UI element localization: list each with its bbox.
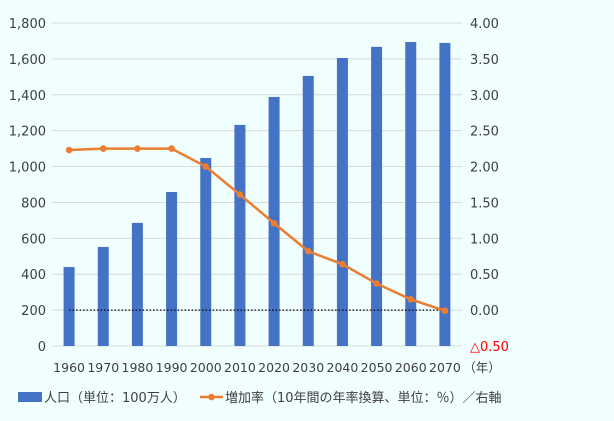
left-tick-label: 1,400 — [9, 89, 46, 104]
left-tick-label: 600 — [21, 232, 46, 247]
left-tick-label: 1,600 — [9, 53, 46, 68]
growth-rate-point-1970 — [99, 145, 107, 152]
right-tick-label: 3.00 — [470, 89, 499, 104]
bar-1980 — [131, 222, 143, 346]
x-tick-label: 2060 — [395, 360, 427, 375]
right-tick-label: 4.00 — [470, 17, 499, 32]
x-tick-label: 1990 — [156, 360, 188, 375]
bar-2030 — [302, 75, 314, 347]
right-tick-label: 0.00 — [470, 304, 499, 319]
bar-2010 — [234, 124, 246, 347]
right-tick-label: 1.00 — [470, 232, 499, 247]
growth-rate-point-2070 — [441, 307, 449, 315]
growth-rate-point-2020 — [270, 219, 278, 227]
bar-2000 — [200, 157, 212, 346]
x-tick-label: 2040 — [327, 360, 359, 375]
x-tick-label: 2000 — [190, 360, 222, 375]
bar-1960 — [63, 267, 75, 346]
x-tick-label: 1970 — [87, 360, 119, 375]
x-tick-label: 2050 — [361, 360, 393, 375]
right-tick-label: 2.50 — [470, 125, 499, 140]
legend-bar-swatch — [18, 392, 42, 402]
x-tick-label: 1960 — [53, 360, 85, 375]
left-tick-label: 0 — [38, 340, 46, 355]
bar-1970 — [97, 246, 109, 346]
left-tick-label: 1,800 — [9, 17, 46, 32]
x-tick-label: 2030 — [292, 360, 324, 375]
x-tick-label: 1980 — [122, 360, 154, 375]
growth-rate-point-1980 — [134, 145, 141, 152]
legend: 人口（単位：100万人） 増加率（10年間の年率換算、単位：％）／右軸 — [18, 390, 502, 406]
growth-rate-point-2030 — [304, 247, 312, 255]
left-tick-label: 800 — [21, 196, 46, 211]
x-tick-label: 2020 — [258, 360, 290, 375]
bar-2060 — [405, 42, 417, 346]
x-unit-label: （年） — [463, 360, 501, 375]
legend-line-marker — [208, 393, 215, 401]
right-tick-label: 0.50 — [470, 268, 499, 283]
right-tick-label: 1.50 — [470, 196, 499, 211]
growth-rate-point-2040 — [339, 260, 346, 268]
legend-bar-label: 人口（単位：100万人） — [44, 390, 186, 406]
growth-rate-line — [69, 147, 446, 313]
bar-1990 — [166, 192, 178, 346]
left-tick-label: 1,000 — [9, 161, 46, 176]
right-tick-label: 3.50 — [470, 53, 499, 68]
bar-2050 — [371, 46, 383, 346]
bar-2040 — [336, 57, 348, 346]
growth-rate-point-2010 — [236, 191, 244, 198]
growth-rate-point-2060 — [407, 296, 415, 303]
growth-rate-point-2050 — [373, 280, 380, 287]
growth-rate-point-1990 — [168, 145, 175, 152]
right-tick-label: △0.50 — [470, 340, 509, 355]
growth-rate-point-1960 — [65, 146, 73, 154]
growth-rate-point-2000 — [202, 163, 210, 170]
legend-line-label: 増加率（10年間の年率換算、単位：％）／右軸 — [225, 390, 502, 406]
left-tick-label: 200 — [21, 304, 46, 319]
x-tick-label: 2070 — [429, 360, 461, 375]
left-tick-label: 1,200 — [9, 125, 46, 140]
x-tick-label: 2010 — [224, 360, 256, 375]
bar-2070 — [439, 42, 451, 346]
right-tick-label: 2.00 — [470, 161, 499, 176]
left-tick-label: 400 — [21, 268, 46, 283]
